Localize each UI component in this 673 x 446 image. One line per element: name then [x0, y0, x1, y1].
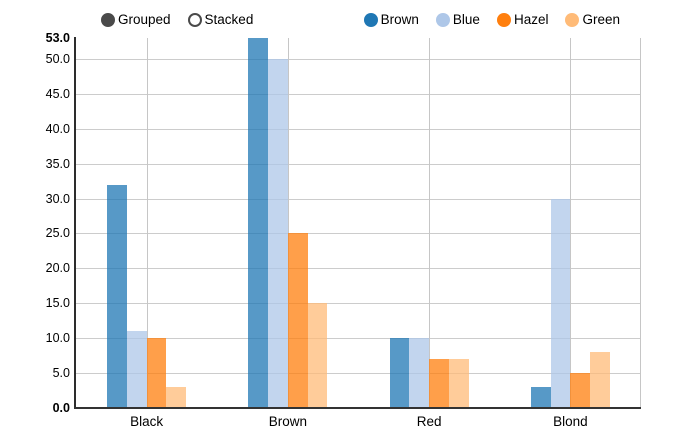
legend-label: Hazel: [513, 12, 549, 27]
h-gridline: [76, 233, 641, 235]
bar-red-blue[interactable]: [409, 338, 430, 408]
y-axis-labels: 0.0 5.0 10.0 15.0 20.0 25.0 30.0 35.0 40.0 45.0 50…: [0, 31, 70, 415]
y-tick-label: 15.0: [45, 296, 70, 311]
h-gridline: [76, 338, 641, 340]
bar-red-brown[interactable]: [389, 338, 410, 408]
h-gridline: [76, 268, 641, 270]
y-tick-label: 50.0: [45, 51, 70, 66]
bar-brown-green[interactable]: [307, 303, 328, 408]
h-gridline: [76, 93, 641, 95]
y-tick-label: 45.0: [45, 86, 70, 101]
grouped-radio-icon[interactable]: [101, 12, 115, 27]
h-gridline: [76, 58, 641, 60]
bar-black-hazel[interactable]: [146, 338, 167, 408]
v-gridline: [287, 38, 289, 408]
x-tick-label-black: Black: [130, 414, 164, 429]
x-axis-line: [74, 407, 641, 409]
y-tick-label: 25.0: [45, 226, 70, 241]
grouped-toggle[interactable]: Grouped: [101, 12, 171, 27]
plot-area: [76, 38, 641, 408]
y-tick-label: 40.0: [45, 121, 70, 136]
bar-brown-brown[interactable]: [248, 38, 269, 408]
bar-blond-green[interactable]: [590, 352, 610, 408]
h-gridline: [76, 163, 641, 165]
y-tick-label: 20.0: [45, 261, 70, 276]
y-tick-label: 53.0: [45, 31, 70, 45]
bar-blond-brown[interactable]: [530, 387, 551, 408]
v-gridline-right-edge: [640, 38, 641, 408]
x-tick-label-blond: Blond: [553, 414, 588, 429]
chart-header: Grouped Stacked Brown Blue Hazel Green: [0, 12, 673, 34]
bar-red-hazel[interactable]: [429, 359, 449, 408]
legend-swatch-icon: [363, 12, 378, 27]
stacked-label: Stacked: [204, 12, 254, 27]
v-gridline: [146, 38, 148, 408]
legend-swatch-icon: [565, 12, 580, 27]
bar-blond-hazel[interactable]: [570, 373, 591, 408]
h-gridline: [76, 373, 641, 375]
legend: Brown Blue Hazel Green: [363, 12, 620, 27]
bar-red-green[interactable]: [448, 359, 469, 408]
y-axis-line: [74, 37, 76, 409]
v-gridline: [570, 38, 572, 408]
bar-black-blue[interactable]: [126, 331, 147, 408]
bar-group-blond: [500, 38, 641, 408]
bar-black-brown[interactable]: [107, 184, 127, 408]
legend-item-brown[interactable]: Brown: [363, 12, 419, 27]
x-axis-labels: Black Brown Red Blond: [76, 414, 641, 434]
x-tick-label-brown: Brown: [268, 414, 307, 429]
x-tick-label-red: Red: [416, 414, 442, 429]
v-gridline: [429, 38, 431, 408]
bar-group-brown: [217, 38, 358, 408]
legend-item-blue[interactable]: Blue: [435, 12, 480, 27]
y-tick-label: 30.0: [45, 191, 70, 206]
stacked-toggle[interactable]: Stacked: [187, 12, 254, 27]
bar-group-red: [359, 38, 500, 408]
grouped-label: Grouped: [118, 12, 171, 27]
y-tick-label: 10.0: [45, 331, 70, 346]
y-tick-label: 0.0: [52, 401, 70, 415]
legend-label: Blue: [452, 12, 480, 27]
mode-controls: Grouped Stacked: [101, 12, 253, 27]
legend-item-hazel[interactable]: Hazel: [496, 12, 549, 27]
bar-brown-hazel[interactable]: [287, 233, 308, 408]
legend-item-green[interactable]: Green: [565, 12, 620, 27]
h-gridline: [76, 128, 641, 130]
y-tick-label: 5.0: [52, 366, 70, 381]
h-gridline: [76, 303, 641, 305]
legend-swatch-icon: [435, 12, 450, 27]
bar-brown-blue[interactable]: [268, 58, 288, 408]
h-gridline: [76, 198, 641, 200]
legend-swatch-icon: [496, 12, 511, 27]
bar-blond-blue[interactable]: [550, 198, 571, 408]
y-tick-label: 35.0: [45, 156, 70, 171]
legend-label: Green: [582, 12, 620, 27]
bar-group-black: [76, 38, 217, 408]
bar-black-green[interactable]: [166, 387, 187, 408]
stacked-radio-icon[interactable]: [187, 12, 202, 27]
legend-label: Brown: [380, 12, 419, 27]
